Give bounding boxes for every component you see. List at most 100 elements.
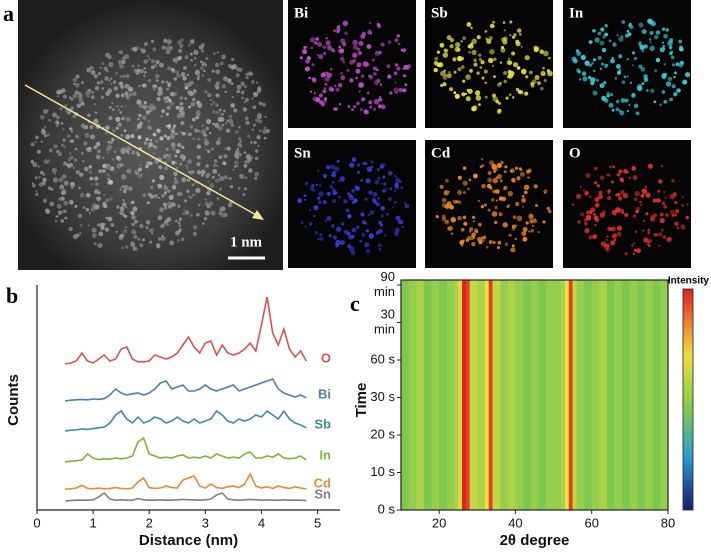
atom-spot: [151, 105, 157, 111]
element-spot: [675, 209, 680, 214]
atom-spot: [157, 215, 163, 221]
atom-spot: [207, 93, 212, 98]
atom-spot: [239, 140, 243, 143]
element-spot: [460, 40, 463, 43]
atom-spot: [187, 195, 190, 198]
atom-spot: [59, 107, 63, 111]
atom-spot: [115, 116, 121, 122]
atom-spot: [205, 126, 209, 131]
atom-spot: [219, 61, 224, 66]
element-spot: [349, 78, 354, 83]
element-spot: [618, 68, 622, 72]
atom-spot: [178, 109, 182, 113]
atom-spot: [179, 131, 183, 134]
atom-spot: [47, 159, 51, 162]
atom-spot: [174, 132, 178, 136]
atom-spot: [111, 101, 114, 105]
element-spot: [368, 233, 374, 239]
atom-spot: [94, 204, 99, 210]
atom-spot: [256, 112, 262, 118]
element-spot: [597, 55, 602, 61]
element-spot: [525, 221, 529, 225]
atom-spot: [60, 196, 65, 201]
element-spot: [657, 232, 663, 237]
element-spot: [305, 58, 310, 64]
element-spot: [315, 97, 321, 103]
atom-spot: [56, 95, 59, 98]
atom-spot: [175, 219, 178, 223]
atom-spot: [52, 112, 57, 118]
atom-spot: [48, 148, 53, 153]
element-spot: [329, 185, 333, 189]
atom-spot: [115, 155, 120, 160]
element-spot: [469, 235, 474, 241]
atom-spot: [107, 140, 111, 144]
element-spot: [352, 39, 358, 45]
atom-spot: [174, 154, 178, 158]
atom-spot: [125, 205, 128, 208]
atom-spot: [207, 77, 212, 82]
atom-spot: [176, 166, 179, 170]
element-spot: [303, 46, 307, 49]
atom-spot: [90, 95, 95, 100]
atom-spot: [91, 183, 94, 186]
atom-spot: [216, 51, 219, 54]
atom-spot: [112, 129, 116, 133]
element-spot: [342, 20, 349, 27]
element-spot: [331, 181, 335, 184]
atom-spot: [154, 139, 159, 144]
element-spot: [653, 232, 658, 237]
atom-spot: [236, 147, 240, 150]
element-spot: [517, 28, 522, 33]
atom-spot: [135, 128, 139, 131]
heatmap-column: [446, 280, 455, 510]
element-spot: [480, 158, 484, 161]
element-spot: [380, 206, 386, 211]
element-spot: [304, 66, 310, 72]
element-spot: [511, 35, 516, 39]
atom-spot: [173, 91, 178, 96]
element-spot: [369, 32, 372, 35]
atom-spot: [122, 175, 125, 178]
atom-spot: [143, 74, 146, 77]
element-spot: [529, 219, 534, 224]
element-spot: [304, 181, 309, 185]
atom-spot: [197, 102, 203, 108]
element-spot: [319, 233, 323, 237]
element-spot: [588, 40, 593, 44]
atom-spot: [89, 176, 94, 181]
atom-spot: [61, 143, 64, 147]
element-spot: [607, 196, 612, 200]
element-spot: [676, 88, 681, 93]
element-spot: [309, 209, 312, 211]
atom-spot: [196, 112, 201, 117]
element-spot: [437, 62, 442, 67]
element-spot: [304, 225, 307, 228]
atom-spot: [111, 138, 115, 142]
atom-spot: [225, 128, 231, 133]
element-spot: [396, 66, 401, 71]
atom-spot: [149, 240, 153, 244]
heatmap-column: [614, 280, 623, 510]
atom-spot: [216, 110, 220, 115]
element-spot: [328, 234, 332, 238]
element-spot: [507, 75, 510, 78]
atom-spot: [176, 239, 180, 242]
atom-spot: [98, 72, 102, 76]
element-spot: [492, 65, 494, 67]
atom-spot: [109, 197, 113, 201]
element-spot: [467, 187, 470, 191]
element-spot: [652, 198, 657, 203]
element-spot: [511, 51, 516, 56]
element-spot: [368, 100, 373, 105]
atom-spot: [193, 49, 199, 56]
element-spot: [584, 228, 590, 234]
atom-spot: [161, 193, 165, 198]
atom-spot: [131, 200, 135, 204]
element-spot: [521, 205, 524, 208]
element-spot: [446, 220, 449, 223]
element-spot: [631, 64, 634, 67]
atom-spot: [236, 89, 241, 94]
element-spot: [360, 179, 363, 182]
atom-spot: [60, 219, 65, 223]
